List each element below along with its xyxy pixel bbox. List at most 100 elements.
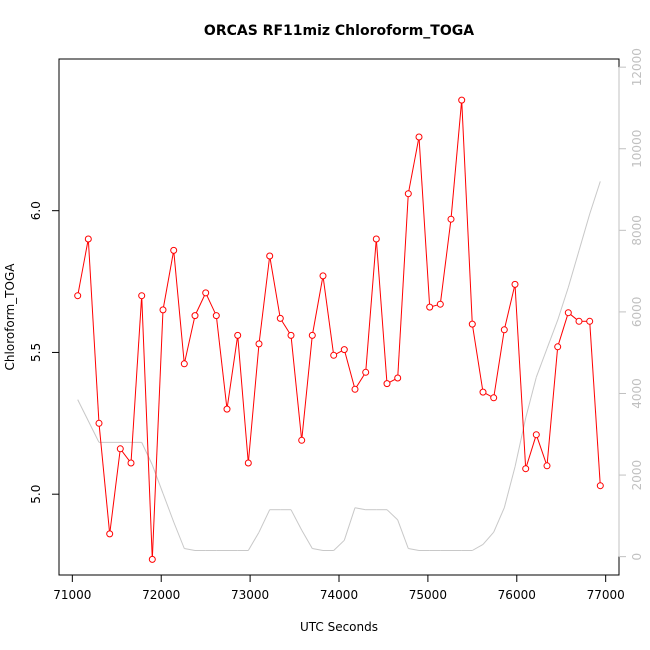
altitude-line-segment xyxy=(525,377,537,419)
chloroform-line-segment xyxy=(162,250,175,310)
chloroform-data-point xyxy=(458,96,466,104)
chloroform-data-point xyxy=(511,280,519,288)
chloroform-data-point xyxy=(212,312,220,320)
chloroform-data-point xyxy=(276,314,284,322)
altitude-line-segment xyxy=(162,493,175,523)
altitude-line-segment xyxy=(514,417,527,468)
altitude-line-segment xyxy=(343,507,356,541)
chloroform-data-point xyxy=(554,343,562,351)
chloroform-line-segment xyxy=(130,295,143,464)
chloroform-line-segment xyxy=(546,346,559,466)
chloroform-line-segment xyxy=(397,193,409,379)
chloroform-line-segment xyxy=(365,238,377,373)
altitude-line-segment xyxy=(567,250,580,288)
y2-tick-label: 0 xyxy=(630,553,644,561)
altitude-line-segment xyxy=(578,213,591,251)
chloroform-data-point xyxy=(330,351,338,359)
chloroform-line-segment xyxy=(418,136,431,308)
altitude-line-segment xyxy=(397,519,409,549)
y2-tick-label: 12000 xyxy=(630,48,644,86)
altitude-line-segment xyxy=(386,509,399,521)
y2-tick-label: 2000 xyxy=(630,460,644,491)
chloroform-data-point xyxy=(436,300,444,308)
altitude-series xyxy=(77,181,601,551)
altitude-line-segment xyxy=(247,531,260,551)
chloroform-data-point xyxy=(426,303,434,311)
chloroform-line-segment xyxy=(290,335,303,441)
x-axis: 71000 72000 73000 74000 75000 76000 77000 xyxy=(53,574,625,602)
chloroform-data-point xyxy=(191,312,199,320)
chloroform-data-point xyxy=(575,317,583,325)
altitude-line-segment xyxy=(482,531,495,545)
x-axis-label: UTC Seconds xyxy=(300,620,378,634)
altitude-line-segment xyxy=(408,548,420,551)
chloroform-data-point xyxy=(138,292,146,300)
chloroform-data-point xyxy=(468,320,476,328)
chloroform-data-point xyxy=(596,482,604,490)
x-tick-label: 73000 xyxy=(231,588,269,602)
chloroform-line-segment xyxy=(194,292,207,316)
chloroform-data-point xyxy=(543,462,551,470)
chloroform-line-segment xyxy=(461,100,473,325)
chloroform-data-point xyxy=(351,385,359,393)
chloroform-line-segment xyxy=(226,335,239,410)
y2-tick-label: 10000 xyxy=(630,130,644,168)
altitude-line-segment xyxy=(141,442,153,466)
chloroform-data-point xyxy=(180,360,188,368)
chloroform-data-point xyxy=(84,235,92,243)
chloroform-line-segment xyxy=(514,284,527,469)
x-tick-label: 74000 xyxy=(320,588,358,602)
chloroform-data-point xyxy=(415,133,423,141)
chloroform-data-point xyxy=(74,292,82,300)
altitude-line-segment xyxy=(589,181,601,215)
chloroform-line-segment xyxy=(407,136,420,194)
altitude-line-segment xyxy=(151,464,164,494)
x-tick-label: 76000 xyxy=(498,588,536,602)
chloroform-line-segment xyxy=(173,250,185,364)
altitude-line-segment xyxy=(258,509,271,533)
chloroform-line-segment xyxy=(205,292,217,316)
chloroform-line-segment xyxy=(151,309,164,560)
chloroform-line-segment xyxy=(258,255,271,344)
chloroform-line-segment xyxy=(301,335,313,441)
chloroform-line-segment xyxy=(183,315,196,364)
chloroform-data-point xyxy=(202,289,210,297)
y2-tick-label: 6000 xyxy=(630,297,644,328)
chloroform-data-point xyxy=(127,459,135,467)
chloroform-data-point xyxy=(95,419,103,427)
chloroform-line-segment xyxy=(450,100,463,220)
y-tick-label: 5.0 xyxy=(29,485,43,504)
chloroform-data-point xyxy=(266,252,274,260)
chloroform-line-segment xyxy=(535,434,548,466)
altitude-line-segment xyxy=(333,539,345,551)
chloroform-data-point xyxy=(159,306,167,314)
altitude-line-segment xyxy=(535,348,548,378)
chloroform-line-segment xyxy=(493,329,505,398)
altitude-line-segment xyxy=(77,399,100,443)
chloroform-data-point xyxy=(319,272,327,280)
chloroform-data-point xyxy=(298,436,306,444)
chloroform-line-segment xyxy=(87,238,100,424)
altitude-line-segment xyxy=(557,287,569,321)
chloroform-data-point xyxy=(287,331,295,339)
chloroform-data-point xyxy=(106,530,114,538)
y2-tick-label: 4000 xyxy=(630,378,644,409)
chloroform-line-segment xyxy=(343,349,356,390)
chloroform-line-segment xyxy=(109,448,121,534)
chloroform-data-point xyxy=(394,374,402,382)
altitude-line-segment xyxy=(184,548,196,551)
chloroform-line-segment xyxy=(375,238,388,384)
x-tick-label: 72000 xyxy=(142,588,180,602)
chloroform-data-point xyxy=(116,445,124,453)
chloroform-data-point xyxy=(532,431,540,439)
y-axis-label: Chloroform_TOGA xyxy=(3,263,17,371)
altitude-line-segment xyxy=(503,466,516,508)
chloroform-data-point xyxy=(255,340,263,348)
y2-tick-label: 8000 xyxy=(630,215,644,246)
chloroform-data-point xyxy=(234,331,242,339)
chloroform-line-segment xyxy=(141,295,153,560)
chloroform-line-segment xyxy=(98,423,111,534)
chloroform-line-segment xyxy=(525,434,537,469)
chloroform-data-point xyxy=(404,190,412,198)
